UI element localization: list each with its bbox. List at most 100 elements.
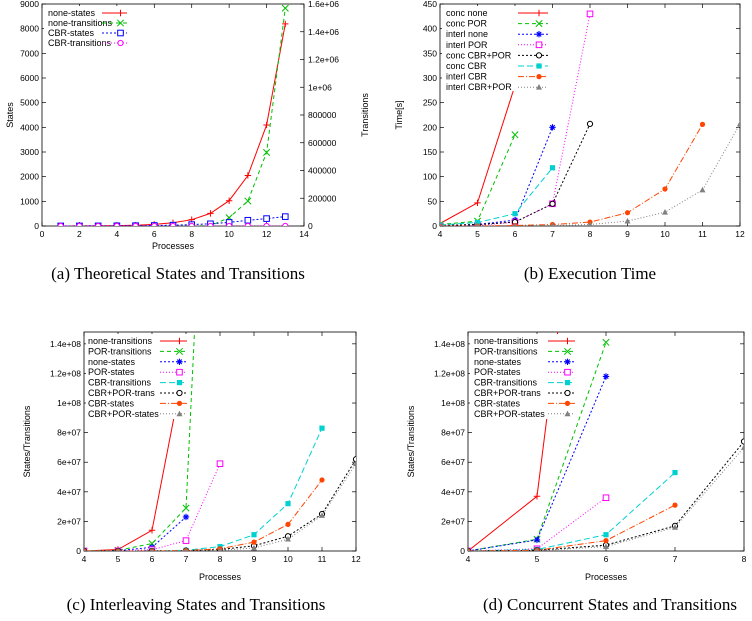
data-point [587, 221, 593, 226]
x-tick-label: 7 [184, 554, 189, 564]
legend-swatch-marker [535, 9, 543, 17]
legend-swatch-marker [117, 39, 124, 47]
data-point [549, 124, 556, 131]
y-tick-label: 6000 [20, 73, 39, 83]
x-tick-label: 6 [604, 554, 609, 564]
y-tick-label: 1.2e+08 [434, 368, 465, 378]
data-point [319, 425, 325, 431]
data-point [672, 524, 678, 530]
legend-label: conc none [446, 8, 488, 18]
series-line-none-states [84, 516, 187, 551]
x-axis-label: Processes [585, 572, 628, 582]
data-point [586, 120, 594, 127]
x-tick-label: 4 [466, 554, 471, 564]
legend-box [86, 334, 190, 419]
chart-panel-1: 0 2 4 6 8 10 12 1401000200030004000500060007000… [5, 0, 370, 283]
y-tick-label: 8e+07 [57, 428, 81, 438]
y-tick-label: 4000 [20, 122, 39, 132]
data-point [217, 547, 223, 551]
y-axis-label: States/Transitions [22, 405, 32, 477]
legend-label: CBR-states [88, 398, 135, 408]
series-line-CBR+POR-trans [84, 459, 356, 551]
y-tick-label: 9000 [20, 0, 39, 9]
legend: none-transitionsPOR-transitionsnone-stat… [86, 334, 190, 419]
legend-label: interl CBR [446, 72, 488, 82]
data-point [603, 543, 609, 549]
data-point [624, 217, 631, 224]
y-tick-label: 200 [423, 122, 437, 132]
y-tick-label: 8e+07 [441, 428, 465, 438]
data-point [602, 338, 610, 346]
legend-swatch-marker [564, 400, 571, 406]
x-tick-label: 12 [735, 229, 745, 239]
y-tick-label: 400 [423, 24, 437, 34]
series-line-CBR+POR-states [84, 463, 356, 551]
x-tick-label: 6 [152, 229, 157, 239]
legend-swatch-marker [176, 337, 183, 345]
legend-swatch-marker [535, 41, 543, 49]
data-point [512, 211, 518, 217]
data-point [550, 222, 555, 226]
data-point [699, 121, 706, 127]
series-line-CBR-states [84, 479, 323, 551]
data-point [263, 215, 270, 222]
legend-label: none-states [474, 357, 522, 367]
data-point [184, 547, 188, 551]
y2-tick-label: 0 [308, 221, 313, 231]
x-tick-label: 6 [513, 229, 518, 239]
x-tick-label: 4 [114, 229, 119, 239]
y-tick-label: 1000 [20, 196, 39, 206]
legend-swatch-marker [175, 347, 184, 355]
y-tick-label: 4e+07 [57, 487, 81, 497]
x-tick-label: 11 [698, 229, 707, 239]
legend-label: POR-states [474, 367, 521, 377]
y-tick-label: 3000 [20, 147, 39, 157]
data-point [216, 460, 224, 467]
subfigure-caption: (a) Theoretical States and Transitions [51, 264, 305, 283]
data-point [319, 477, 325, 483]
legend-label: conc CBR+POR [446, 50, 512, 60]
data-point [549, 165, 556, 171]
legend-swatch-marker [564, 358, 571, 365]
y2-tick-label: 1.2e+06 [308, 55, 339, 65]
y-tick-label: 6e+07 [57, 457, 81, 467]
x-tick-label: 9 [252, 554, 257, 564]
data-point [603, 532, 609, 538]
legend-label: CBR-transitions [48, 38, 112, 48]
legend-swatch-marker [176, 389, 183, 397]
x-tick-label: 10 [283, 554, 293, 564]
y2-tick-label: 1.4e+06 [308, 27, 339, 37]
data-point [251, 544, 257, 551]
series-line-none-states [60, 23, 286, 226]
y-tick-label: 0 [432, 221, 437, 231]
data-point [549, 200, 556, 207]
data-series-group [57, 4, 289, 226]
data-point [84, 547, 86, 551]
y2-tick-label: 600000 [308, 138, 337, 148]
y-tick-label: 1.4e+08 [50, 339, 81, 349]
legend: none-transitionsPOR-transitionsnone-stat… [470, 334, 578, 419]
x-tick-label: 7 [550, 229, 555, 239]
legend-label: conc POR [446, 19, 488, 29]
legend-label: POR-transitions [88, 346, 152, 356]
data-point [148, 527, 156, 534]
data-point [188, 222, 195, 226]
subfigure-caption: (b) Execution Time [524, 264, 656, 283]
data-point [225, 197, 233, 204]
legend-swatch-marker [117, 9, 124, 17]
x-tick-label: 8 [189, 229, 194, 239]
legend-label: CBR+POR-trans [474, 388, 541, 398]
legend-label: CBR+POR-states [474, 409, 545, 419]
x-tick-label: 12 [262, 229, 272, 239]
data-point [95, 222, 102, 226]
data-point [474, 219, 481, 226]
y-tick-label: 150 [423, 147, 437, 157]
legend-label: CBR-transitions [88, 378, 152, 388]
x-tick-label: 10 [660, 229, 670, 239]
data-point [533, 493, 541, 500]
legend-box [470, 334, 578, 419]
data-point [207, 222, 214, 226]
y-tick-label: 7000 [20, 48, 39, 58]
series-line-CBR-transitions [84, 427, 323, 551]
